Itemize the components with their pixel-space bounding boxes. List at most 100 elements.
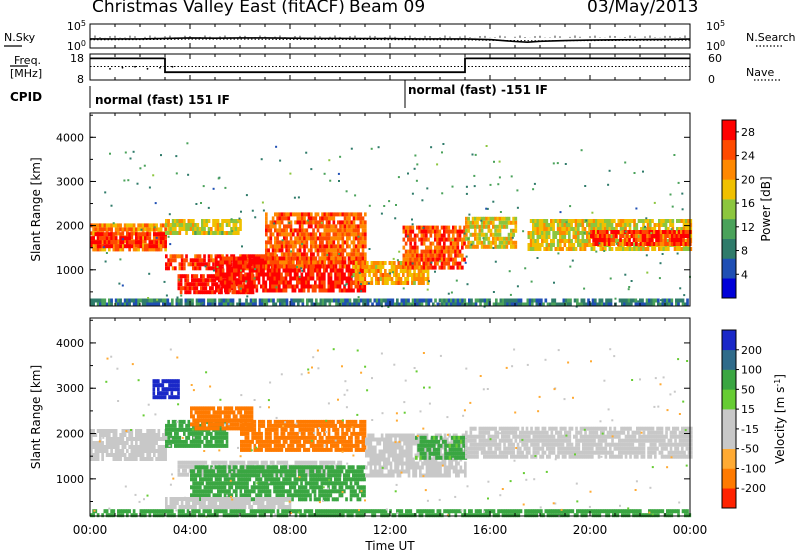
power-cell xyxy=(556,219,560,223)
power-cell xyxy=(579,231,582,235)
power-cell xyxy=(206,274,210,279)
power-cell xyxy=(645,298,649,303)
velocity-cell xyxy=(232,426,236,431)
power-cell xyxy=(568,235,571,239)
velocity-cell xyxy=(169,431,173,436)
power-speck xyxy=(642,170,644,173)
power-cell xyxy=(354,265,358,269)
power-cell xyxy=(352,228,356,233)
power-cell xyxy=(203,227,206,231)
power-speck xyxy=(290,250,293,253)
power-cell xyxy=(167,266,170,271)
power-cell xyxy=(628,223,632,227)
velocity-cell xyxy=(278,435,281,440)
power-cell xyxy=(361,244,365,249)
power-cell xyxy=(445,245,448,250)
power-cell xyxy=(595,223,598,227)
velocity-cell xyxy=(165,443,168,448)
power-cell xyxy=(317,302,320,307)
power-cell xyxy=(678,227,681,231)
power-cell xyxy=(612,242,616,246)
velocity-cell xyxy=(237,418,240,423)
power-cell xyxy=(186,278,190,283)
velocity-cell xyxy=(273,443,277,448)
power-cell xyxy=(449,245,453,250)
power-cell xyxy=(137,240,140,245)
velocity-cell xyxy=(117,441,120,445)
power-cell xyxy=(195,302,199,307)
power-cell xyxy=(512,240,515,245)
power-cell xyxy=(667,227,670,231)
power-cell xyxy=(99,302,102,307)
velocity-cell xyxy=(112,441,116,445)
power-cell xyxy=(213,278,217,283)
velocity-cell xyxy=(157,433,161,437)
velocity-cell xyxy=(336,447,340,452)
power-cell xyxy=(507,236,511,241)
power-cell xyxy=(146,223,149,228)
power-cell xyxy=(225,254,229,259)
power-cell xyxy=(289,220,293,225)
power-cell xyxy=(653,230,656,234)
velocity-cell xyxy=(112,457,116,461)
power-cell xyxy=(536,239,540,243)
power-cell xyxy=(226,260,229,265)
power-cell xyxy=(210,254,213,259)
velocity-cell xyxy=(199,426,202,431)
velocity-cell xyxy=(187,419,191,424)
power-cell xyxy=(301,298,305,303)
power-cell xyxy=(612,230,616,234)
power-cell xyxy=(559,247,562,251)
power-cell xyxy=(302,276,306,281)
power-cell xyxy=(657,242,661,246)
power-cell xyxy=(431,253,435,258)
power-cell xyxy=(178,219,182,223)
power-cell xyxy=(545,239,549,243)
power-cell xyxy=(289,236,293,241)
power-cell xyxy=(653,223,657,227)
power-speck xyxy=(345,282,348,285)
power-cell xyxy=(248,268,252,273)
power-cell xyxy=(343,248,347,253)
power-speck xyxy=(136,182,139,185)
power-cell xyxy=(565,219,569,223)
power-cell xyxy=(165,266,168,271)
power-cell xyxy=(233,288,236,293)
power-speck xyxy=(104,260,107,263)
velocity-cell xyxy=(174,419,177,424)
power-cell xyxy=(361,261,365,265)
power-cell xyxy=(96,232,100,237)
velocity-cell xyxy=(201,418,204,423)
power-cell xyxy=(587,302,590,307)
velocity-cell xyxy=(139,437,143,441)
power-cell xyxy=(642,227,645,231)
power-cell xyxy=(144,236,147,241)
power-cell xyxy=(92,247,95,252)
power-cell xyxy=(565,247,569,251)
velocity-cell xyxy=(249,427,252,432)
power-cell xyxy=(264,256,268,261)
power-cell xyxy=(276,216,279,221)
power-speck xyxy=(201,301,204,304)
power-cell xyxy=(344,298,347,303)
power-cell xyxy=(294,256,297,261)
power-cell xyxy=(347,276,351,281)
power-cell xyxy=(215,256,218,261)
power-cell xyxy=(536,235,540,239)
velocity-cell xyxy=(224,460,228,465)
power-cell xyxy=(426,281,430,285)
power-cell xyxy=(203,254,206,259)
velocity-cell xyxy=(230,410,234,415)
velocity-cell xyxy=(312,447,315,452)
velocity-cell xyxy=(196,418,200,423)
power-cell xyxy=(592,242,595,246)
power-cell xyxy=(264,272,268,277)
velocity-cell xyxy=(251,427,254,432)
velocity-cell xyxy=(105,429,109,433)
velocity-cell xyxy=(171,423,175,428)
power-cell xyxy=(281,298,284,303)
power-cell xyxy=(244,284,247,289)
power-cell xyxy=(413,253,417,258)
power-cell xyxy=(471,232,475,237)
velocity-cell xyxy=(132,437,136,441)
